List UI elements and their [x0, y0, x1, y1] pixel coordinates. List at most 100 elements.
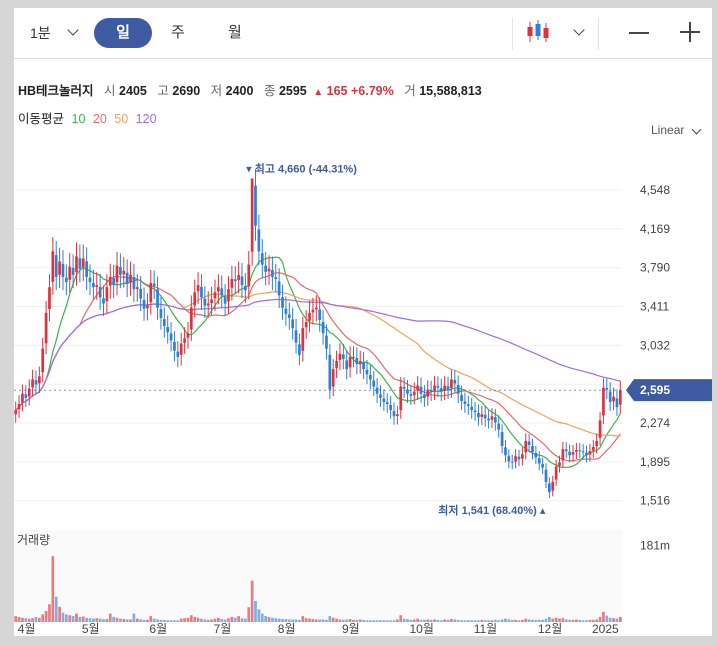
volume-bar [34, 616, 38, 622]
candle-body [220, 288, 224, 296]
volume-bar [193, 616, 197, 622]
volume-bar [21, 617, 24, 622]
candle-body [81, 258, 85, 268]
volume-bar [284, 619, 288, 622]
volume-bar [237, 616, 240, 622]
volume-bar [173, 620, 176, 622]
volume-bar [446, 619, 450, 622]
volume-bar [524, 618, 528, 622]
volume-bar [186, 617, 190, 622]
candle-body [24, 394, 28, 398]
tab-daily[interactable]: 일 [94, 18, 152, 48]
candle-body [385, 402, 389, 404]
y-tick-label: 1,516 [640, 494, 670, 508]
low-label: 저 [210, 84, 223, 98]
up-arrow-icon: ▲ [313, 87, 324, 98]
candle-body [352, 356, 355, 358]
volume-bar [385, 620, 389, 622]
volume-bar [548, 616, 551, 622]
x-tick-label: 6월 [149, 622, 167, 636]
volume-bar [591, 619, 595, 622]
candle-body [274, 277, 278, 279]
volume-bar [392, 620, 396, 622]
volume-bar [61, 612, 65, 622]
volume-bar [75, 613, 78, 622]
candle-body [548, 483, 551, 493]
candle-body [396, 414, 399, 416]
volume-bar [588, 619, 592, 622]
y-tick-label: 3,790 [640, 261, 670, 275]
candle-body [399, 386, 403, 411]
volume-bar [68, 615, 72, 622]
zoom-out-icon[interactable] [629, 32, 649, 34]
x-tick-label: 8월 [278, 622, 296, 636]
volume-bar [183, 618, 186, 622]
candle-body [247, 264, 251, 287]
candle-body [156, 289, 159, 308]
x-tick-label: 10월 [410, 622, 434, 636]
volume-bar [281, 619, 284, 622]
volume-bar [439, 620, 443, 622]
candle-body [233, 279, 237, 282]
toolbar-divider [512, 18, 513, 50]
volume-bar [152, 618, 156, 622]
interval-dropdown[interactable]: 1분 [30, 18, 51, 48]
candle-body [493, 417, 497, 423]
open-label: 시 [104, 84, 116, 98]
volume-bar [92, 618, 95, 622]
volume-bar [369, 620, 372, 622]
volume-bar [122, 619, 126, 622]
volume-bar [41, 614, 45, 622]
volume-bar [595, 619, 599, 622]
scale-dropdown[interactable]: Linear [651, 123, 684, 137]
stock-name: HB테크놀러지 [18, 84, 94, 98]
volume-bar [294, 619, 298, 622]
candle-body [213, 292, 217, 299]
volume-bar [304, 618, 308, 622]
candle-body [146, 305, 149, 309]
volume-bar [81, 616, 85, 622]
volume-bar [493, 619, 497, 622]
candle-body [608, 391, 612, 402]
candlestick-type-icon[interactable] [526, 20, 552, 44]
volume-bar [541, 619, 544, 622]
volume-bar [298, 619, 301, 622]
volume-bar [433, 619, 436, 622]
candle-body [406, 389, 409, 394]
volume-bar [149, 616, 153, 622]
candle-body [537, 458, 541, 464]
candle-body [456, 385, 460, 394]
price-chart[interactable]: 4,5484,1693,7903,4113,0322,6532,2741,895… [14, 8, 712, 636]
x-tick-label: 4월 [18, 622, 36, 636]
candle-body [264, 265, 267, 272]
tab-monthly[interactable]: 월 [228, 24, 242, 41]
candle-body [531, 446, 534, 453]
ma-10[interactable]: 10 [71, 112, 86, 126]
candle-body [75, 256, 78, 273]
candle-body [237, 274, 240, 281]
candle-body [591, 447, 595, 451]
candle-body [206, 303, 210, 306]
volume-bar [443, 619, 447, 622]
volume-bar [399, 615, 403, 622]
ma-20[interactable]: 20 [92, 112, 107, 126]
volume-bar [487, 620, 490, 622]
candle-body [169, 333, 173, 341]
candle-body [325, 335, 328, 349]
candle-body [514, 456, 517, 462]
tab-weekly[interactable]: 주 [171, 24, 185, 41]
volume-bar [112, 616, 115, 622]
candle-body [612, 396, 615, 402]
candle-body [335, 360, 338, 368]
ma-120[interactable]: 120 [135, 112, 157, 126]
ma-50[interactable]: 50 [114, 112, 129, 126]
candle-body [166, 327, 170, 333]
candle-body [598, 420, 602, 438]
candle-body [196, 285, 200, 292]
candle-body [416, 385, 419, 391]
candle-body [460, 394, 463, 401]
zoom-in-icon[interactable] [680, 22, 700, 42]
volume-bar [102, 619, 105, 622]
volume-bar [605, 615, 609, 622]
volume-bar [507, 619, 511, 622]
